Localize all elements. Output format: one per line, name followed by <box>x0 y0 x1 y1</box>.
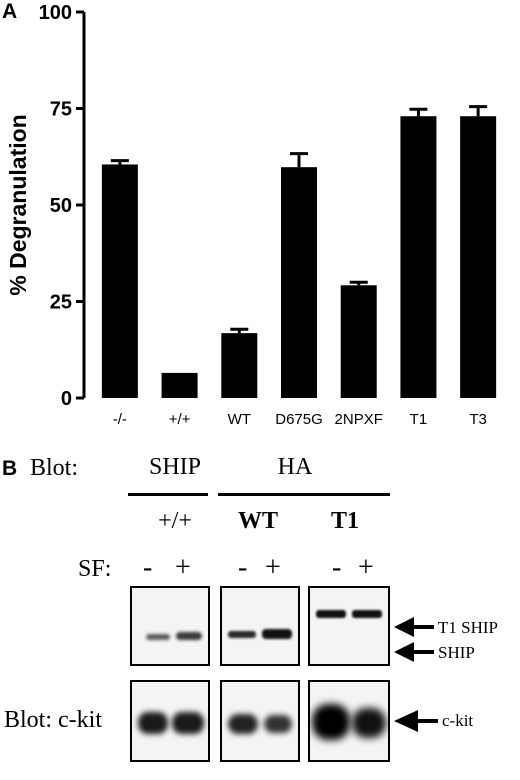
band-ckit-6 <box>352 708 386 738</box>
band-ckit-5 <box>312 704 350 740</box>
antibody-ha: HA <box>277 454 313 480</box>
y-tick-label: 50 <box>50 195 72 217</box>
x-tick-label: D675G <box>275 411 323 428</box>
y-axis-label: % Degranulation <box>5 114 31 295</box>
band-t1-2 <box>352 610 382 618</box>
sf-plus-1: + <box>175 552 191 583</box>
band-ckit-4 <box>264 715 292 733</box>
band-ship-2 <box>176 632 202 640</box>
blot-ckit-wt <box>220 680 300 762</box>
arrow-label-t1-ship: T1 SHIP <box>438 618 498 637</box>
band-t1-1 <box>316 610 346 618</box>
sf-minus-2: - <box>238 552 248 583</box>
bar <box>400 116 437 398</box>
panel-a-label: A <box>2 0 18 23</box>
blot-label-bottom: Blot: c-kit <box>4 707 102 733</box>
sf-minus-1: - <box>143 552 153 583</box>
bar <box>101 164 138 398</box>
bar <box>221 333 258 398</box>
arrows-layer <box>394 617 438 732</box>
x-tick-label: WT <box>228 411 251 428</box>
blot-ship-wt-ctrl <box>130 586 210 666</box>
blot-label-top: Blot: <box>30 455 79 481</box>
y-tick-label: 100 <box>39 2 72 24</box>
blot-ha-t1 <box>308 586 390 666</box>
x-tick-label: T1 <box>410 411 428 428</box>
arrow-ckit-icon <box>394 710 438 732</box>
y-tick-label: 25 <box>50 292 72 314</box>
sf-plus-3: + <box>358 552 374 583</box>
bar <box>460 116 497 398</box>
panel-b-label: B <box>2 457 18 480</box>
bar <box>281 167 317 398</box>
bar <box>161 372 198 398</box>
x-tick-label: +/+ <box>169 411 191 428</box>
sf-plus-2: + <box>265 552 281 583</box>
x-tick-label: 2NPXF <box>335 411 383 428</box>
sf-label: SF: <box>78 556 112 582</box>
arrow-t1-ship-icon <box>394 617 434 637</box>
underline-ha <box>218 493 390 496</box>
y-tick-label: 75 <box>50 99 72 121</box>
underline-ship <box>128 493 208 496</box>
arrow-ship-icon <box>394 642 434 662</box>
blot-ckit-wt-ctrl <box>130 680 210 762</box>
band-ship-1 <box>146 634 170 640</box>
sf-minus-3: - <box>332 552 342 583</box>
blot-ha-wt <box>220 586 300 666</box>
band-ckit-1 <box>138 712 168 734</box>
band-ckit-2 <box>172 712 204 734</box>
antibody-ship: SHIP <box>148 454 202 480</box>
x-tick-label: T3 <box>469 411 487 428</box>
band-ckit-3 <box>228 714 258 734</box>
band-ha-wt-1 <box>228 631 256 638</box>
genotype-wt: WT <box>237 508 278 534</box>
degranulation-chart: 0 25 50 75 100 % Degranulation -/- +/+ WT D675G 2N… <box>5 2 497 428</box>
y-tick-label: 0 <box>61 388 72 410</box>
arrow-label-ship: SHIP <box>438 643 475 662</box>
bar <box>340 285 377 398</box>
band-ha-wt-2 <box>262 629 292 639</box>
blot-ckit-t1 <box>308 680 390 762</box>
x-tick-label: -/- <box>113 411 127 428</box>
arrow-label-ckit: c-kit <box>442 711 474 730</box>
genotype-wt-ctrl: +/+ <box>158 508 192 534</box>
genotype-t1: T1 <box>330 508 359 534</box>
